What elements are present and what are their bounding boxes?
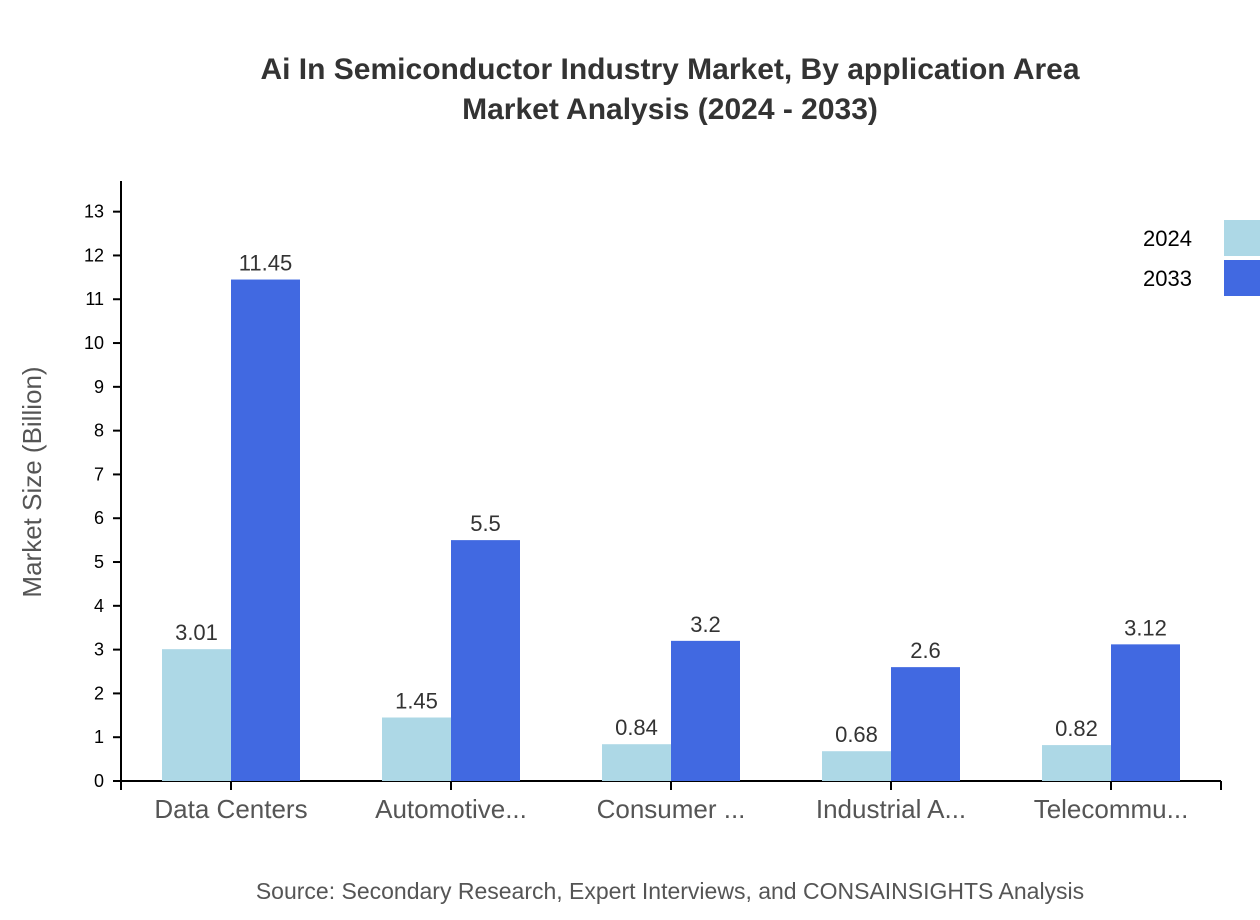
bar — [1042, 745, 1111, 781]
bar — [671, 640, 740, 781]
y-tick-label: 2 — [94, 683, 104, 703]
chart-subtitle: Market Analysis (2024 - 2033) — [462, 93, 878, 126]
bar-value-label: 1.45 — [395, 688, 438, 713]
y-tick-label: 5 — [94, 552, 104, 572]
bar-value-label: 3.2 — [690, 612, 721, 637]
chart-title-line: Ai In Semiconductor Industry Market, By … — [260, 53, 1080, 86]
bar — [602, 744, 671, 781]
legend-swatch — [1224, 220, 1260, 256]
y-tick-label: 1 — [94, 727, 104, 747]
y-axis-label: Market Size (Billion) — [17, 366, 47, 597]
x-tick-label: Automotive... — [375, 794, 527, 824]
y-tick-label: 7 — [94, 464, 104, 484]
bar — [451, 540, 520, 781]
x-tick-label: Industrial A... — [816, 794, 966, 824]
y-tick-label: 12 — [84, 245, 104, 265]
y-tick-label: 9 — [94, 377, 104, 397]
source-note: Source: Secondary Research, Expert Inter… — [255, 878, 1085, 904]
bar — [1111, 644, 1180, 781]
bar — [231, 279, 300, 781]
y-tick-label: 4 — [94, 596, 104, 616]
bar-value-label: 3.01 — [175, 620, 218, 645]
chart-title: Ai In Semiconductor Industry Market, By … — [0, 50, 1260, 130]
bar-value-label: 5.5 — [470, 511, 501, 536]
legend-label: 2024 — [1143, 226, 1192, 251]
legend-label: 2033 — [1143, 266, 1192, 291]
bar-value-label: 0.82 — [1055, 716, 1098, 741]
bar-value-label: 0.68 — [835, 722, 878, 747]
bar-value-label: 2.6 — [910, 638, 941, 663]
y-tick-label: 8 — [94, 421, 104, 441]
y-tick-label: 11 — [85, 289, 104, 309]
bar — [891, 667, 960, 781]
bar-value-label: 11.45 — [239, 251, 292, 276]
y-tick-label: 0 — [94, 771, 104, 791]
bar-value-label: 0.84 — [615, 715, 658, 740]
bar-value-label: 3.12 — [1124, 615, 1167, 640]
bar — [162, 649, 231, 781]
y-tick-label: 6 — [94, 508, 104, 528]
x-tick-label: Consumer ... — [597, 794, 746, 824]
y-tick-label: 3 — [94, 640, 104, 660]
y-tick-label: 13 — [84, 202, 104, 222]
bar — [822, 751, 891, 781]
x-tick-label: Data Centers — [154, 794, 307, 824]
x-tick-label: Telecommu... — [1034, 794, 1189, 824]
legend-swatch — [1224, 260, 1260, 296]
bar — [382, 717, 451, 781]
y-tick-label: 10 — [84, 333, 104, 353]
